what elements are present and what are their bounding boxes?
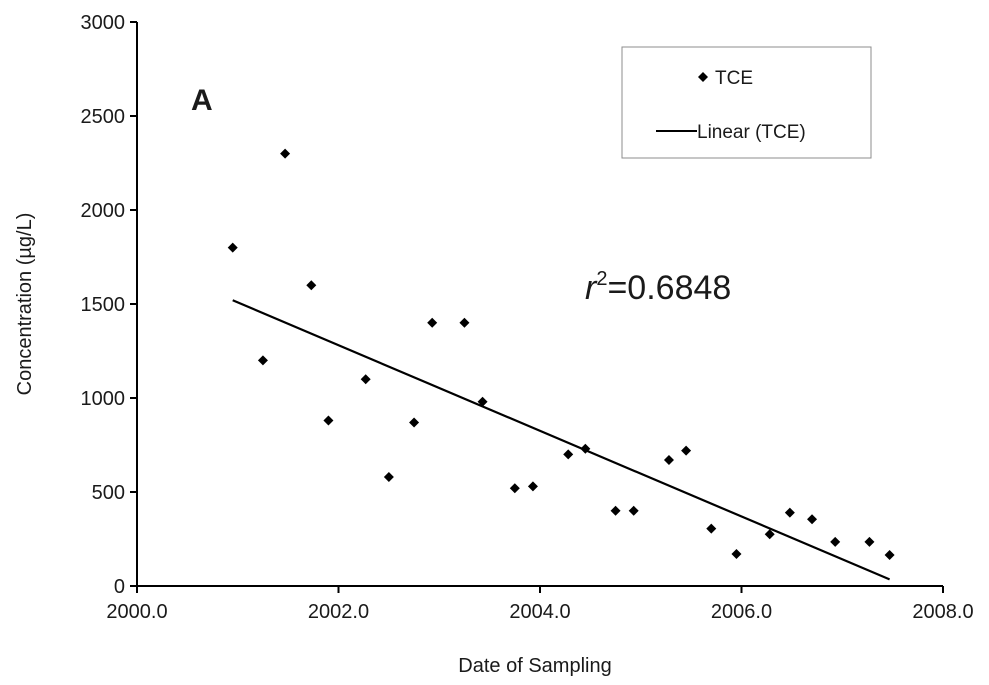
legend-label-tce: TCE [715, 68, 753, 89]
data-point-tce [360, 374, 371, 385]
legend: TCE Linear (TCE) [621, 46, 872, 159]
r-squared-annotation: r2=0.6848 [585, 268, 731, 307]
data-point-tce [409, 417, 420, 428]
data-point-tce [764, 529, 775, 540]
r-exponent: 2 [596, 268, 607, 290]
x-tick-label: 2008.0 [912, 601, 973, 623]
r-squared-value: =0.6848 [607, 269, 731, 307]
data-point-tce [830, 536, 841, 547]
axes: 2000.0 2002.0 2004.0 2006.0 2008.0 0 500 1000 1… [81, 12, 974, 623]
y-tick-label: 0 [114, 576, 125, 598]
data-point-tce [227, 242, 238, 253]
data-point-tce [427, 317, 438, 328]
y-ticks: 0 500 1000 1500 2000 2500 3000 [81, 12, 137, 598]
y-tick-label: 2000 [81, 200, 126, 222]
legend-label-linear: Linear (TCE) [697, 122, 806, 143]
x-tick-label: 2002.0 [308, 601, 369, 623]
y-tick-label: 500 [92, 482, 125, 504]
x-axis-title: Date of Sampling [458, 655, 611, 677]
panel-label: A [191, 84, 213, 117]
data-point-tce [280, 148, 291, 159]
data-point-tce [681, 445, 692, 456]
trendline-linear-tce [232, 299, 891, 581]
data-point-tce [663, 455, 674, 466]
trendline-layer [232, 299, 891, 581]
data-point-tce [610, 505, 621, 516]
data-point-tce [864, 536, 875, 547]
y-tick-label: 2500 [81, 106, 126, 128]
data-point-tce [563, 449, 574, 460]
data-point-tce [706, 523, 717, 534]
data-point-tce [459, 317, 470, 328]
data-point-tce [477, 396, 488, 407]
r-symbol: r [585, 269, 598, 307]
legend-box [621, 46, 872, 159]
y-axis-title: Concentration (µg/L) [14, 213, 36, 396]
y-tick-label: 3000 [81, 12, 126, 34]
data-point-tce [306, 280, 317, 291]
data-point-tce [257, 355, 268, 366]
data-point-tce [807, 514, 818, 525]
data-point-tce [323, 415, 334, 426]
data-point-tce [731, 549, 742, 560]
data-point-tce [383, 471, 394, 482]
points-layer [227, 148, 895, 560]
x-tick-label: 2004.0 [509, 601, 570, 623]
data-point-tce [884, 549, 895, 560]
legend-marker-tce [698, 72, 708, 82]
data-point-tce [527, 481, 538, 492]
x-tick-label: 2000.0 [106, 601, 167, 623]
data-point-tce [580, 443, 591, 454]
y-tick-label: 1000 [81, 388, 126, 410]
data-point-tce [509, 483, 520, 494]
data-point-tce [784, 507, 795, 518]
y-tick-label: 1500 [81, 294, 126, 316]
x-ticks: 2000.0 2002.0 2004.0 2006.0 2008.0 [106, 586, 974, 623]
data-point-tce [628, 505, 639, 516]
x-tick-label: 2006.0 [711, 601, 772, 623]
